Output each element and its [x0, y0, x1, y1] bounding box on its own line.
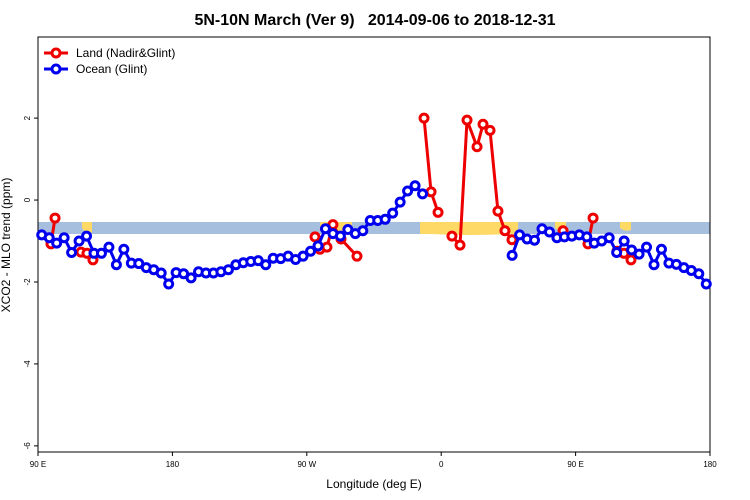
legend-label: Ocean (Glint)	[76, 62, 147, 76]
point	[641, 241, 653, 253]
point	[319, 223, 331, 235]
point	[110, 259, 122, 271]
point	[58, 232, 70, 244]
point	[409, 180, 421, 192]
x-tick-label: 0	[439, 460, 444, 469]
legend-marker	[50, 47, 62, 59]
legend-label: Land (Nadir&Glint)	[76, 46, 175, 60]
point	[461, 114, 473, 126]
x-tick-label: 90 W	[297, 460, 316, 469]
point	[321, 241, 333, 253]
point	[603, 232, 615, 244]
point	[506, 249, 518, 261]
point	[155, 267, 167, 279]
point	[81, 230, 93, 242]
land-band	[620, 222, 631, 231]
y-tick-label: -4	[23, 360, 32, 368]
point	[446, 230, 458, 242]
point	[185, 272, 197, 284]
point	[492, 205, 504, 217]
point	[499, 225, 511, 237]
point	[587, 212, 599, 224]
point	[103, 241, 115, 253]
point	[43, 232, 55, 244]
point	[625, 254, 637, 266]
point	[163, 278, 175, 290]
point	[529, 234, 541, 246]
point	[297, 250, 309, 262]
point	[73, 235, 85, 247]
point	[648, 259, 660, 271]
point	[700, 278, 712, 290]
y-tick-label: 0	[23, 197, 32, 202]
legend-marker	[50, 63, 62, 75]
point	[351, 250, 363, 262]
point	[611, 246, 623, 258]
point	[379, 213, 391, 225]
point	[432, 206, 444, 218]
y-tick-label: -6	[23, 442, 32, 450]
x-tick-label: 180	[166, 460, 180, 469]
y-tick-label: -2	[23, 278, 32, 286]
land-band	[420, 222, 518, 235]
plot-frame	[37, 36, 711, 453]
y-axis-label: XCO2 - MLO trend (ppm)	[0, 178, 13, 313]
point	[425, 186, 437, 198]
point	[484, 124, 496, 136]
point	[95, 247, 107, 259]
point	[633, 248, 645, 260]
point	[118, 243, 130, 255]
point	[693, 268, 705, 280]
point	[305, 245, 317, 257]
point	[402, 185, 414, 197]
x-tick-label: 90 E	[30, 460, 46, 469]
point	[222, 264, 234, 276]
y-tick-label: 2	[23, 115, 32, 120]
point	[506, 234, 518, 246]
x-tick-label: 180	[703, 460, 717, 469]
x-axis-label: Longitude (deg E)	[326, 477, 421, 491]
point	[49, 212, 61, 224]
point	[394, 196, 406, 208]
point	[655, 243, 667, 255]
point	[543, 226, 555, 238]
point	[357, 225, 369, 237]
point	[471, 141, 483, 153]
point	[66, 246, 78, 258]
point	[51, 237, 63, 249]
land-band	[82, 222, 92, 233]
x-tick-label: 90 E	[567, 460, 583, 469]
point	[260, 259, 272, 271]
chart-title: 5N-10N March (Ver 9) 2014-09-06 to 2018-…	[194, 12, 555, 29]
point	[581, 231, 593, 243]
point	[454, 239, 466, 251]
point	[618, 235, 630, 247]
point	[309, 231, 321, 243]
point	[418, 112, 430, 124]
point	[312, 240, 324, 252]
point	[387, 207, 399, 219]
point	[417, 188, 429, 200]
point	[477, 118, 489, 130]
point	[334, 230, 346, 242]
